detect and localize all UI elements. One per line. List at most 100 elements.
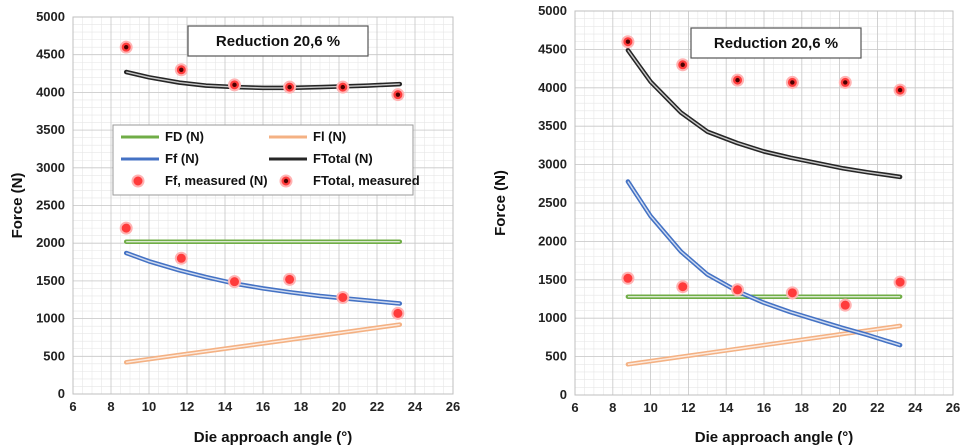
x-tick-label: 12	[681, 400, 695, 415]
legend-label: FD (N)	[165, 129, 204, 144]
data-point-center	[395, 92, 401, 97]
data-point-center	[735, 77, 740, 83]
legend-swatch-center	[283, 178, 289, 184]
data-point-center	[897, 87, 903, 93]
data-point	[893, 275, 907, 289]
y-tick-label: 1000	[538, 310, 567, 325]
data-point	[731, 283, 745, 297]
legend-item-fl-n: Fl (N)	[269, 129, 346, 144]
series-ftotal-measured	[621, 35, 907, 97]
series-line-inner	[627, 181, 901, 346]
x-tick-label: 18	[795, 400, 809, 415]
data-point	[283, 272, 297, 286]
y-axis-title: Force (N)	[492, 170, 509, 236]
chart-right: 6 8 10 12 14 16 18 20 22 24 26 0 500 1000 1500 2000 2500…	[492, 3, 960, 446]
x-tick-label: 10	[643, 400, 657, 415]
y-tick-label: 500	[545, 349, 567, 364]
series-ftotal-measured	[119, 40, 405, 102]
legend-label: Ff (N)	[165, 151, 199, 166]
y-tick-label: 2500	[538, 195, 567, 210]
data-point-center	[232, 82, 237, 88]
y-tick-label: 2000	[538, 233, 567, 248]
legend-label: FTotal (N)	[313, 151, 373, 166]
x-tick-label: 18	[294, 399, 308, 414]
y-tick-label: 4000	[36, 84, 65, 99]
plot-border	[574, 10, 954, 396]
y-tick-label: 500	[43, 348, 65, 363]
x-tick-label: 24	[908, 400, 923, 415]
data-point	[621, 271, 635, 285]
data-point-center	[287, 84, 292, 90]
series-ff-measured-n	[621, 271, 907, 312]
y-tick-label: 1000	[36, 311, 65, 326]
y-tick-label: 4500	[36, 47, 65, 62]
x-tick-label: 8	[107, 399, 114, 414]
legend-swatch	[131, 174, 145, 188]
x-tick-label: 20	[332, 399, 346, 414]
title-text: Reduction 20,6 %	[714, 35, 838, 52]
series-ff-n	[625, 179, 903, 348]
data-point	[391, 306, 405, 320]
data-point	[119, 221, 133, 235]
legend-label: Ff, measured (N)	[165, 173, 268, 188]
legend-box	[112, 124, 414, 196]
plot-border	[72, 16, 454, 395]
x-tick-label: 26	[946, 400, 960, 415]
title-text: Reduction 20,6 %	[216, 33, 340, 50]
y-tick-label: 3500	[36, 122, 65, 137]
x-tick-label: 6	[571, 400, 578, 415]
chart-title: Reduction 20,6 %	[187, 25, 369, 57]
y-tick-label: 2000	[36, 235, 65, 250]
legend-item-ff-n: Ff (N)	[121, 151, 199, 166]
series-ff-n	[123, 250, 403, 306]
data-point-center	[179, 67, 184, 72]
legend: FD (N) Fl (N) Ff (N) FTotal (N) Ff, measured…	[112, 124, 420, 196]
legend-item-ftotal-measured: FTotal, measured	[279, 173, 420, 188]
data-point	[228, 275, 241, 289]
data-point-center	[625, 39, 631, 44]
x-tick-label: 26	[446, 399, 460, 414]
x-tick-label: 14	[719, 400, 734, 415]
y-tick-label: 0	[560, 387, 567, 402]
data-point	[838, 298, 852, 312]
x-tick-label: 22	[370, 399, 384, 414]
data-point-center	[843, 80, 848, 85]
x-tick-label: 24	[408, 399, 423, 414]
data-point-center	[790, 80, 795, 85]
legend-item-fd-n: FD (N)	[121, 129, 204, 144]
title-box	[690, 27, 862, 59]
data-point-center	[340, 84, 345, 90]
x-tick-label: 8	[609, 400, 616, 415]
legend-label: FTotal, measured	[313, 173, 420, 188]
chart-left: 6 8 10 12 14 16 18 20 22 24 26 0 500 1000 1500 2000 2500…	[9, 9, 460, 446]
series-ftotal-n	[123, 69, 403, 91]
chart-title: Reduction 20,6 %	[690, 27, 862, 59]
y-tick-label: 5000	[36, 9, 65, 24]
y-tick-label: 2500	[36, 198, 65, 213]
legend-label: Fl (N)	[313, 129, 346, 144]
series-ff-measured-n	[119, 221, 405, 320]
data-point	[174, 251, 188, 265]
series-ftotal-n	[625, 47, 903, 180]
x-tick-label: 10	[142, 399, 156, 414]
title-box	[187, 25, 369, 57]
series-line-inner	[126, 71, 400, 89]
x-axis-title: Die approach angle (°)	[695, 429, 854, 446]
y-axis-title: Force (N)	[9, 173, 26, 239]
series-line-inner	[627, 49, 901, 178]
y-tick-label: 3500	[538, 118, 567, 133]
series-fl-n	[123, 322, 403, 365]
y-tick-label: 4000	[538, 80, 567, 95]
x-tick-label: 6	[69, 399, 76, 414]
x-tick-label: 16	[256, 399, 270, 414]
y-tick-label: 1500	[538, 272, 567, 287]
y-tick-label: 3000	[538, 157, 567, 172]
data-point	[785, 286, 799, 300]
y-tick-label: 4500	[538, 41, 567, 56]
series-line-inner	[126, 323, 400, 363]
y-tick-label: 3000	[36, 160, 65, 175]
legend-item-ff-measured-n: Ff, measured (N)	[131, 173, 268, 188]
y-tick-label: 1500	[36, 273, 65, 288]
x-tick-label: 22	[870, 400, 884, 415]
